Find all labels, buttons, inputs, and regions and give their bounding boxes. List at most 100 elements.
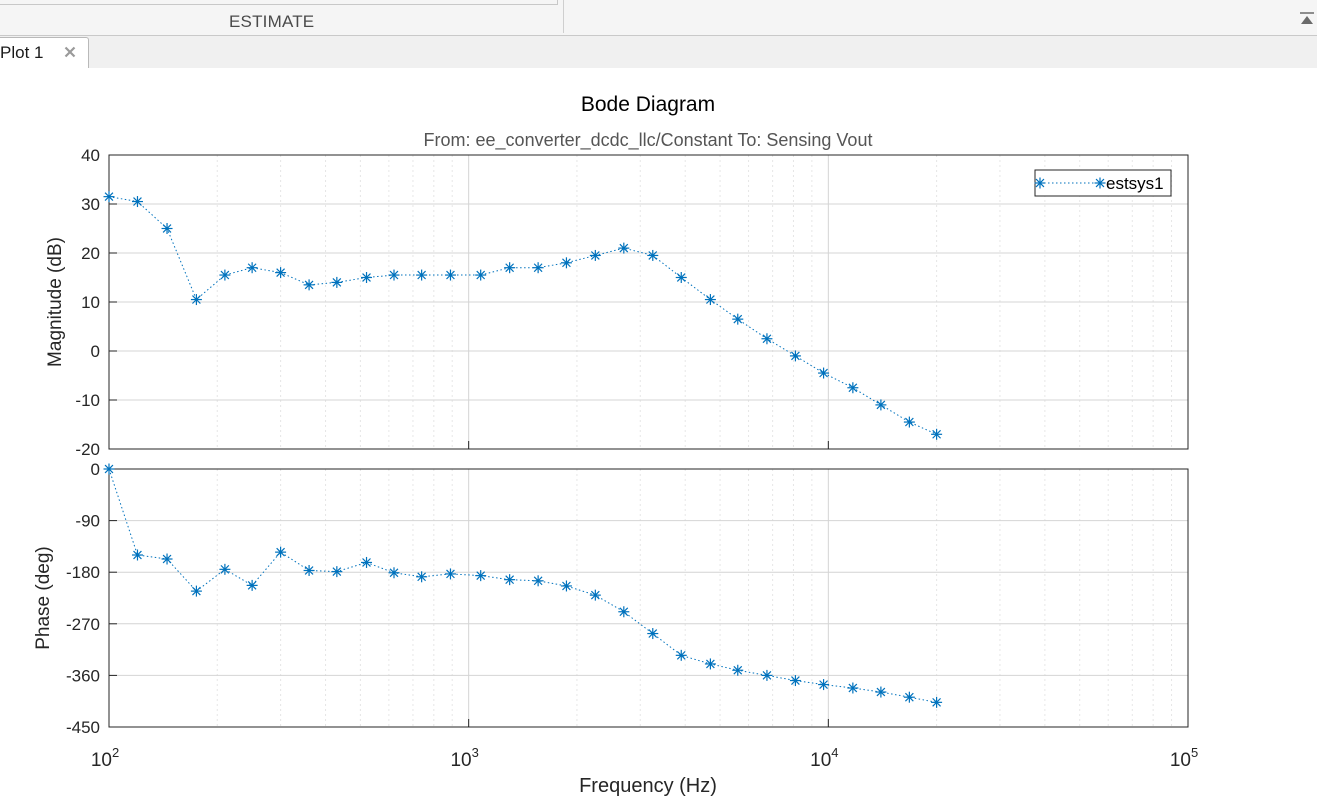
chart-subtitle: From: ee_converter_dcdc_llc/Constant To:… xyxy=(424,130,873,151)
mag-ytick-label: -10 xyxy=(75,391,100,410)
mag-ytick-label: 10 xyxy=(81,293,100,312)
phase-data-point xyxy=(903,691,915,703)
phase-data-point xyxy=(303,564,315,576)
phase-series xyxy=(103,463,943,708)
phase-data-point xyxy=(618,606,630,618)
phase-data-point xyxy=(388,567,400,579)
legend[interactable]: estsys1 xyxy=(1034,169,1172,197)
toolstrip-section-label: ESTIMATE xyxy=(229,12,315,31)
phase-data-point xyxy=(475,570,487,582)
legend-marker xyxy=(1034,177,1046,189)
phase-data-point xyxy=(131,549,143,561)
phase-data-point xyxy=(361,556,373,568)
x-tick-labels: 102 103 104 105 xyxy=(91,745,1198,771)
bode-figure: Bode Diagram From: ee_converter_dcdc_llc… xyxy=(33,93,1198,797)
mag-ytick-label: 30 xyxy=(81,195,100,214)
mag-data-point xyxy=(789,350,801,362)
phase-data-point xyxy=(818,679,830,691)
mag-data-point xyxy=(504,262,516,274)
phase-data-point xyxy=(504,574,516,586)
mag-ytick-label: 40 xyxy=(81,146,100,165)
mag-data-point xyxy=(275,267,287,279)
phase-data-point xyxy=(103,463,115,475)
mag-data-point xyxy=(131,196,143,208)
phase-ytick-label: 0 xyxy=(91,460,100,479)
phase-ytick-label: -270 xyxy=(66,615,100,634)
mag-data-point xyxy=(103,191,115,203)
mag-data-point xyxy=(161,223,173,234)
magnitude-y-ticks: 40 30 20 10 0 -10 -20 xyxy=(75,146,1189,459)
plot-canvas: Bode Diagram From: ee_converter_dcdc_llc… xyxy=(0,68,1317,802)
magnitude-axes: 40 30 20 10 0 -10 -20 Magnitude (dB) xyxy=(45,146,1189,459)
phase-data-point xyxy=(732,664,744,676)
magnitude-axis-label: Magnitude (dB) xyxy=(45,237,66,367)
mag-data-point xyxy=(589,249,601,261)
mag-ytick-label: 20 xyxy=(81,244,100,263)
x-tick-label: 102 xyxy=(91,745,119,771)
phase-data-point xyxy=(331,566,343,578)
phase-data-point xyxy=(444,568,456,580)
phase-data-point xyxy=(246,579,258,591)
x-tick-label: 103 xyxy=(450,745,478,771)
magnitude-grid xyxy=(108,155,1188,449)
mag-data-point xyxy=(246,262,258,274)
phase-ytick-label: -180 xyxy=(66,563,100,582)
mag-data-point xyxy=(931,428,943,440)
mag-data-point xyxy=(818,367,830,379)
collapse-toolstrip-icon[interactable] xyxy=(1296,10,1316,28)
mag-ytick-label: -20 xyxy=(75,440,100,459)
x-tick-label: 105 xyxy=(1170,745,1198,771)
tab-bar xyxy=(0,36,1317,69)
phase-axes: 0 -90 -180 -270 -360 -450 Phase (deg) xyxy=(33,460,1189,737)
chart-title: Bode Diagram xyxy=(581,93,715,116)
phase-data-point xyxy=(161,553,173,565)
magnitude-series xyxy=(103,191,943,440)
legend-marker xyxy=(1094,177,1106,189)
phase-data-point xyxy=(704,658,716,670)
legend-entry: estsys1 xyxy=(1106,174,1164,193)
phase-frame xyxy=(108,468,1189,728)
tab-label: Plot 1 xyxy=(0,43,44,62)
x-axis-label: Frequency (Hz) xyxy=(579,775,717,797)
mag-data-point xyxy=(331,276,343,288)
mag-ytick-label: 0 xyxy=(91,342,100,361)
toolstrip: ESTIMATE xyxy=(0,0,1317,36)
close-icon[interactable] xyxy=(64,46,76,58)
phase-data-point xyxy=(847,682,859,694)
phase-data-point xyxy=(761,669,773,681)
mag-data-point xyxy=(647,249,659,261)
phase-axis-label: Phase (deg) xyxy=(33,546,54,650)
phase-y-ticks: 0 -90 -180 -270 -360 -450 xyxy=(66,460,1189,737)
phase-ytick-label: -90 xyxy=(75,512,100,531)
toolstrip-divider xyxy=(563,0,564,33)
phase-data-point xyxy=(416,571,428,583)
phase-data-point xyxy=(647,628,659,640)
phase-data-point xyxy=(219,563,231,575)
mag-data-point xyxy=(903,416,915,428)
phase-ytick-label: -450 xyxy=(66,718,100,737)
mag-data-point xyxy=(303,279,315,291)
mag-data-point xyxy=(675,272,687,283)
mag-data-point xyxy=(475,269,487,281)
mag-data-point xyxy=(761,333,773,345)
mag-data-point xyxy=(388,269,400,281)
mag-data-point xyxy=(704,294,716,306)
phase-data-point xyxy=(532,575,544,587)
phase-data-point xyxy=(675,649,687,661)
phase-series-line xyxy=(108,468,937,703)
phase-data-point xyxy=(560,580,572,592)
mag-data-point xyxy=(532,262,544,274)
mag-data-point xyxy=(875,399,887,411)
phase-grid xyxy=(108,469,1188,727)
phase-data-point xyxy=(190,585,202,597)
phase-ytick-label: -360 xyxy=(66,666,100,685)
phase-data-point xyxy=(931,696,943,708)
toolstrip-section-box xyxy=(0,0,558,5)
tab-plot-1[interactable]: Plot 1 xyxy=(0,37,89,68)
mag-data-point xyxy=(847,382,859,394)
mag-data-point xyxy=(416,269,428,281)
mag-data-point xyxy=(732,313,744,325)
phase-data-point xyxy=(275,546,287,558)
phase-data-point xyxy=(789,675,801,687)
x-tick-label: 104 xyxy=(810,745,838,771)
